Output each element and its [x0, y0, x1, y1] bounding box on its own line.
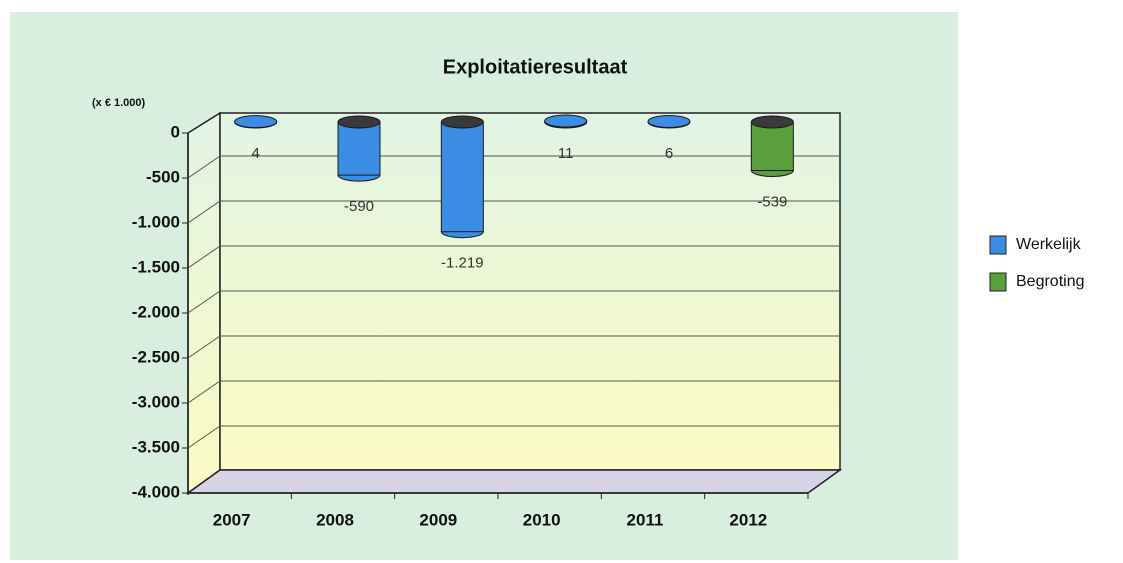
bar-top: [544, 114, 588, 128]
y-tick-label: -1.000: [132, 212, 180, 231]
side-wall: [187, 111, 221, 495]
value-label: 4: [251, 145, 259, 162]
grid-line: [187, 380, 221, 404]
bar-top: [647, 114, 691, 128]
bar: [337, 121, 381, 176]
y-tick-label: -2.500: [132, 347, 180, 366]
bar: [440, 121, 484, 233]
grid-line: [187, 425, 221, 449]
bar-top: [234, 115, 278, 129]
x-tick-label: 2009: [419, 510, 457, 529]
legend-label: Werkelijk: [1016, 236, 1082, 253]
legend-swatch: [989, 272, 1007, 292]
x-tick-label: 2011: [627, 510, 664, 529]
grid-line: [187, 245, 221, 269]
floor: [185, 469, 843, 494]
bar-top: [440, 115, 484, 129]
value-label: -590: [344, 198, 374, 215]
y-tick-label: -2.000: [132, 302, 180, 321]
bar-top: [750, 115, 794, 129]
y-tick-label: -4.000: [132, 482, 180, 501]
y-tick-label: -1.500: [132, 257, 180, 276]
value-label: -1.219: [441, 255, 484, 272]
y-tick-label: -500: [146, 167, 180, 186]
value-label: 6: [665, 145, 673, 162]
bar-top: [337, 115, 381, 129]
y-unit-label: (x € 1.000): [92, 97, 146, 109]
bar: [750, 121, 794, 172]
x-tick-label: 2012: [729, 510, 767, 529]
grid-line: [187, 335, 221, 359]
y-tick-label: -3.000: [132, 392, 180, 411]
y-tick-label: -3.500: [132, 437, 180, 456]
legend-swatch: [989, 235, 1007, 255]
chart-title: Exploitatieresultaat: [443, 56, 628, 78]
legend-label: Begroting: [1016, 273, 1085, 290]
value-label: 11: [558, 145, 574, 162]
grid-line: [187, 155, 221, 179]
x-tick-label: 2007: [213, 510, 251, 529]
y-tick-label: 0: [171, 122, 180, 141]
grid-line: [187, 200, 221, 224]
grid-line: [187, 290, 221, 314]
x-tick-label: 2010: [523, 510, 561, 529]
x-tick-label: 2008: [316, 510, 354, 529]
value-label: -539: [757, 193, 787, 210]
